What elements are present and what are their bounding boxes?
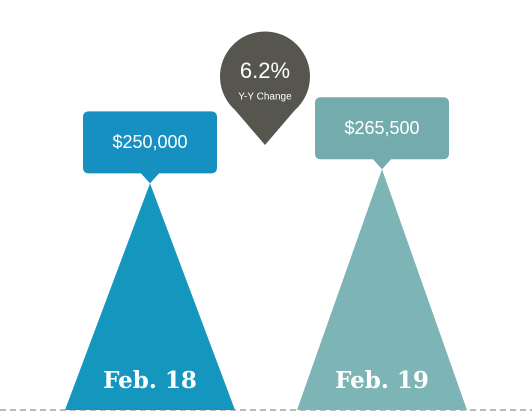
change-value: 6.2% xyxy=(240,58,290,83)
value-label-box xyxy=(83,111,217,184)
triangle-bar xyxy=(297,169,467,410)
value-label: $265,500 xyxy=(344,118,419,138)
category-label: Feb. 19 xyxy=(335,367,429,394)
triangle-bar xyxy=(65,183,235,410)
change-label: Y-Y Change xyxy=(238,92,292,103)
value-label: $250,000 xyxy=(112,132,187,152)
category-label: Feb. 18 xyxy=(103,367,197,394)
change-bubble xyxy=(220,31,310,145)
value-label-box xyxy=(315,97,449,170)
